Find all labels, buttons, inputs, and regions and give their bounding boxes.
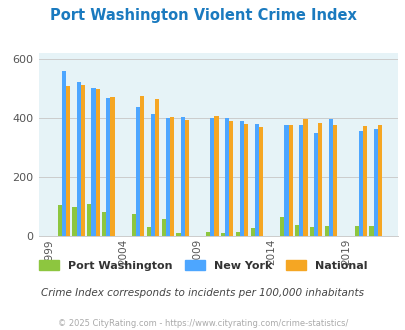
Text: Port Washington Violent Crime Index: Port Washington Violent Crime Index [49, 8, 356, 23]
Bar [377, 125, 381, 236]
Bar [150, 114, 155, 236]
Bar [254, 124, 258, 236]
Bar [354, 226, 358, 236]
Bar [77, 82, 81, 236]
Bar [258, 127, 262, 236]
Bar [87, 204, 91, 236]
Bar [136, 107, 140, 236]
Bar [250, 228, 254, 236]
Bar [224, 118, 229, 236]
Bar [210, 118, 214, 236]
Bar [155, 99, 159, 236]
Bar [303, 119, 307, 236]
Bar [165, 118, 169, 236]
Bar [72, 207, 77, 236]
Bar [66, 86, 70, 236]
Bar [243, 124, 247, 236]
Bar [176, 233, 180, 236]
Bar [106, 98, 110, 236]
Bar [279, 217, 284, 236]
Bar [318, 123, 322, 236]
Bar [284, 125, 288, 236]
Text: Crime Index corresponds to incidents per 100,000 inhabitants: Crime Index corresponds to incidents per… [41, 288, 364, 298]
Bar [81, 85, 85, 236]
Bar [220, 233, 224, 236]
Bar [62, 71, 66, 236]
Bar [328, 119, 333, 236]
Bar [58, 205, 62, 236]
Bar [333, 125, 337, 236]
Bar [140, 96, 144, 236]
Bar [95, 88, 100, 236]
Bar [169, 117, 174, 236]
Bar [358, 131, 362, 236]
Bar [110, 96, 114, 236]
Bar [288, 125, 292, 236]
Bar [184, 120, 188, 236]
Bar [235, 232, 239, 236]
Bar [373, 129, 377, 236]
Text: © 2025 CityRating.com - https://www.cityrating.com/crime-statistics/: © 2025 CityRating.com - https://www.city… [58, 319, 347, 328]
Bar [229, 121, 233, 236]
Bar [309, 227, 313, 236]
Bar [369, 226, 373, 236]
Bar [324, 226, 328, 236]
Bar [239, 121, 243, 236]
Bar [146, 227, 150, 236]
Bar [161, 219, 165, 236]
Bar [214, 116, 218, 236]
Bar [91, 88, 95, 236]
Bar [294, 225, 298, 236]
Bar [298, 125, 303, 236]
Bar [180, 117, 184, 236]
Legend: Port Washington, New York, National: Port Washington, New York, National [38, 260, 367, 271]
Bar [313, 133, 318, 236]
Bar [206, 232, 210, 236]
Bar [132, 214, 136, 236]
Bar [102, 212, 106, 236]
Bar [362, 126, 366, 236]
